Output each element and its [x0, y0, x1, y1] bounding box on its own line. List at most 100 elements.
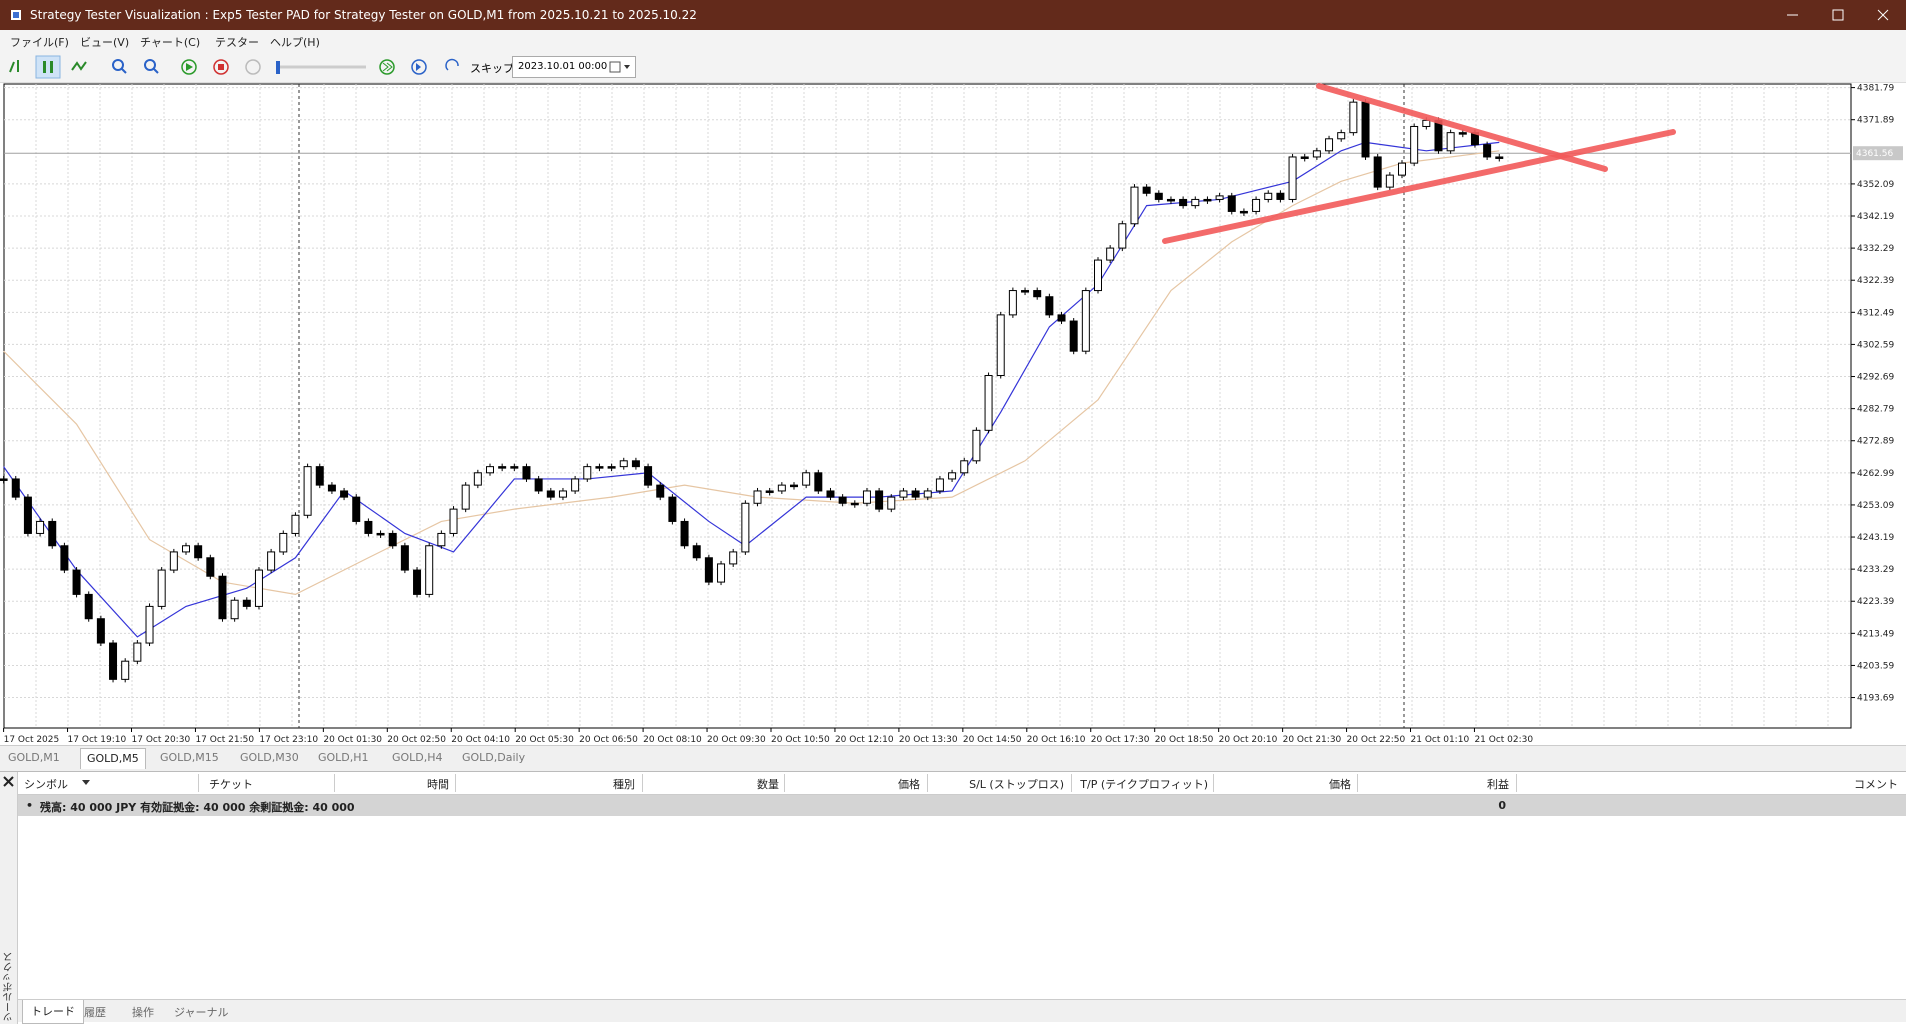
candle-body: [777, 484, 786, 492]
title-bar: Strategy Tester Visualization : Exp5 Tes…: [0, 0, 1906, 30]
trend-line: [1162, 129, 1676, 244]
x-tick-label: 21 Oct 01:10: [1411, 735, 1470, 745]
candle-body: [267, 551, 276, 571]
y-tick-label: 4282.79: [1857, 405, 1894, 415]
menu-bar: ファイル(F) ビュー(V) チャート(C) テスター ヘルプ(H): [0, 30, 1906, 52]
candle-body: [364, 520, 373, 534]
y-tick-label: 4243.19: [1857, 533, 1894, 543]
x-tick-label: 17 Oct 20:30: [132, 735, 191, 745]
close-button[interactable]: [3, 776, 14, 787]
candle-body: [279, 532, 288, 553]
current-price-box: [1853, 146, 1903, 161]
menu-item[interactable]: ヘルプ(H): [270, 36, 320, 49]
candle-body: [899, 490, 908, 498]
candle-body: [741, 502, 750, 553]
column-header[interactable]: 数量: [757, 778, 779, 791]
candle-body: [1361, 101, 1370, 158]
date-value: 2023.10.01 00:00: [518, 61, 608, 72]
column-separator: [1071, 774, 1072, 792]
y-tick-label: 4332.29: [1857, 244, 1894, 254]
candle-body: [1325, 138, 1334, 152]
column-header[interactable]: 時間: [427, 778, 449, 791]
column-header[interactable]: シンボル: [24, 778, 68, 791]
candle-body: [935, 478, 944, 492]
column-separator: [1213, 774, 1214, 792]
column-header[interactable]: 価格: [898, 778, 920, 791]
terminal-tab[interactable]: 履歴: [84, 1006, 106, 1019]
chart-tab[interactable]: GOLD,H1: [318, 751, 369, 764]
candle-body: [814, 472, 823, 492]
candle-body: [1203, 198, 1212, 202]
candle-body: [607, 466, 616, 469]
candle-body: [656, 484, 665, 498]
terminal-tab[interactable]: トレード: [22, 1000, 84, 1024]
candle-body: [36, 520, 45, 534]
app-icon: [11, 10, 21, 20]
candle-body: [923, 490, 932, 498]
candle-body: [571, 478, 580, 492]
menu-item[interactable]: チャート(C): [140, 36, 201, 49]
chart-tab[interactable]: GOLD,M1: [8, 751, 60, 764]
candle-body: [1166, 198, 1175, 202]
candle-body: [194, 545, 203, 559]
y-tick-label: 4203.59: [1857, 661, 1894, 671]
menu-item[interactable]: ファイル(F): [10, 36, 69, 49]
column-header[interactable]: コメント: [1854, 778, 1898, 791]
x-tick-label: 20 Oct 02:50: [387, 735, 446, 745]
terminal-tab[interactable]: ジャーナル: [174, 1006, 229, 1019]
candle-body: [242, 599, 251, 607]
terminal-tab[interactable]: 操作: [132, 1006, 154, 1019]
candle-body: [1276, 192, 1285, 200]
column-header[interactable]: S/L (ストップロス): [969, 778, 1064, 791]
date-input[interactable]: 2023.10.01 00:00: [512, 56, 636, 78]
skip-label[interactable]: スキップ: [470, 62, 514, 75]
column-separator: [198, 774, 199, 792]
y-tick-label: 4381.79: [1857, 84, 1894, 94]
chart-tab[interactable]: GOLD,Daily: [462, 751, 526, 764]
candle-body: [376, 532, 385, 536]
x-tick-label: 20 Oct 13:30: [899, 735, 958, 745]
candle-body: [534, 478, 543, 492]
plot-frame: [3, 83, 1852, 729]
candle-body: [1239, 210, 1248, 214]
column-header[interactable]: 価格: [1329, 778, 1351, 791]
candle-body: [1142, 186, 1151, 194]
column-header[interactable]: 利益: [1487, 778, 1509, 791]
column-header[interactable]: 種別: [613, 778, 635, 791]
x-tick-label: 17 Oct 2025: [4, 735, 60, 745]
candle-body: [948, 472, 957, 480]
menu-item[interactable]: テスター: [215, 36, 259, 49]
candle-body: [1373, 156, 1382, 188]
x-tick-label: 20 Oct 14:50: [963, 735, 1022, 745]
column-header[interactable]: T/P (テイクプロフィット): [1080, 778, 1208, 791]
column-header[interactable]: チケット: [209, 778, 253, 791]
candle-body: [1422, 119, 1431, 127]
candle-body: [486, 466, 494, 474]
chart-tab[interactable]: GOLD,M5: [80, 748, 146, 769]
chart-tab[interactable]: GOLD,M15: [160, 751, 219, 764]
candle-body: [1349, 101, 1358, 134]
window-controls[interactable]: [1770, 0, 1906, 30]
x-tick-label: 20 Oct 16:10: [1027, 735, 1086, 745]
calendar-icon: [609, 61, 630, 73]
bullet: •: [26, 799, 34, 812]
candle-body: [522, 466, 531, 480]
candle-body: [717, 563, 726, 583]
candle-body: [182, 545, 190, 553]
candle-body: [692, 545, 701, 559]
column-separator: [455, 774, 456, 792]
chart-tab[interactable]: GOLD,M30: [240, 751, 299, 764]
candle-body: [84, 593, 93, 620]
y-tick-label: 4272.89: [1857, 437, 1894, 447]
x-tick-label: 20 Oct 12:10: [835, 735, 894, 745]
candle-body: [1288, 156, 1297, 200]
candle-body: [437, 532, 446, 547]
toolbar-icons[interactable]: [0, 52, 640, 82]
candle-body: [60, 545, 69, 571]
chart-tab[interactable]: GOLD,H4: [392, 751, 443, 764]
candle-body: [1483, 144, 1492, 158]
menu-item[interactable]: ビュー(V): [80, 36, 130, 49]
candle-body: [802, 472, 811, 486]
candle-body: [1118, 223, 1127, 249]
x-tick-label: 21 Oct 02:30: [1474, 735, 1533, 745]
